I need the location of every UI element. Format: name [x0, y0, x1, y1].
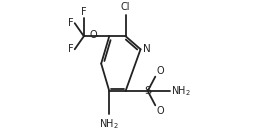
Text: O: O: [156, 106, 164, 116]
Text: O: O: [156, 66, 164, 76]
Text: NH$_2$: NH$_2$: [171, 84, 191, 98]
Text: F: F: [69, 18, 74, 28]
Text: NH$_2$: NH$_2$: [99, 117, 119, 131]
Text: F: F: [69, 44, 74, 54]
Text: S: S: [144, 86, 151, 96]
Text: O: O: [90, 30, 97, 40]
Text: Cl: Cl: [120, 2, 130, 12]
Text: N: N: [143, 44, 151, 54]
Text: F: F: [81, 7, 87, 17]
